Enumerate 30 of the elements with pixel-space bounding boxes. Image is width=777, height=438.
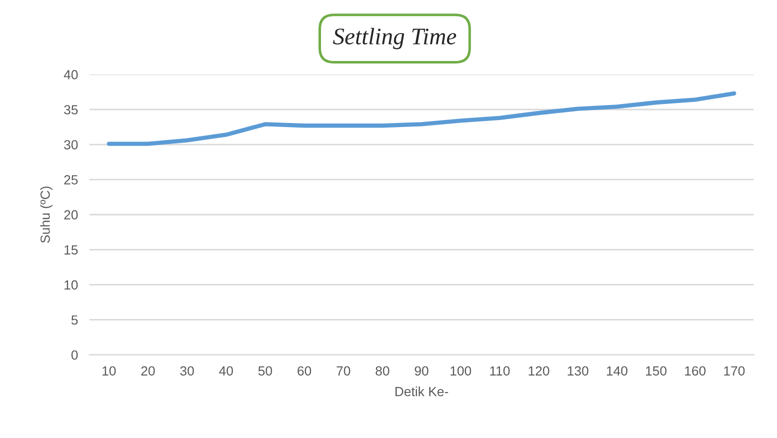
x-tick-label: 30 xyxy=(180,366,194,376)
x-tick-label: 150 xyxy=(646,366,666,376)
x-tick-label: 90 xyxy=(414,366,428,376)
line-series xyxy=(106,91,736,146)
x-tick-label: 130 xyxy=(568,366,588,376)
x-tick-label: 80 xyxy=(376,366,390,376)
y-tick-label: 5 xyxy=(71,315,78,325)
y-tick-label: 35 xyxy=(64,105,78,114)
x-tick-label: 40 xyxy=(219,366,233,376)
x-tick-label: 110 xyxy=(490,366,510,376)
chart-title: Settling Time xyxy=(333,28,456,50)
x-tick-label: 20 xyxy=(141,366,155,376)
y-tick-label: 15 xyxy=(64,245,78,255)
y-tick-label: 20 xyxy=(64,210,78,220)
x-tick-label: 170 xyxy=(724,366,745,376)
y-tick-label: 0 xyxy=(71,350,78,360)
x-tick-label: 50 xyxy=(258,366,272,376)
x-axis-title: Detik Ke- xyxy=(395,386,448,396)
x-tick-label: 160 xyxy=(685,366,706,376)
y-tick-label: 10 xyxy=(64,280,78,290)
y-axis-title: Suhu (ºC) xyxy=(40,186,52,243)
x-tick-label: 120 xyxy=(528,366,550,376)
y-tick-label: 25 xyxy=(64,175,78,184)
x-tick-label: 10 xyxy=(102,366,116,376)
x-tick-label: 140 xyxy=(606,366,628,376)
x-tick-label: 100 xyxy=(450,366,472,376)
x-tick-label: 70 xyxy=(336,366,350,376)
y-tick-label: 30 xyxy=(64,140,78,150)
x-tick-label: 60 xyxy=(298,366,312,376)
y-tick-label: 40 xyxy=(64,70,78,80)
